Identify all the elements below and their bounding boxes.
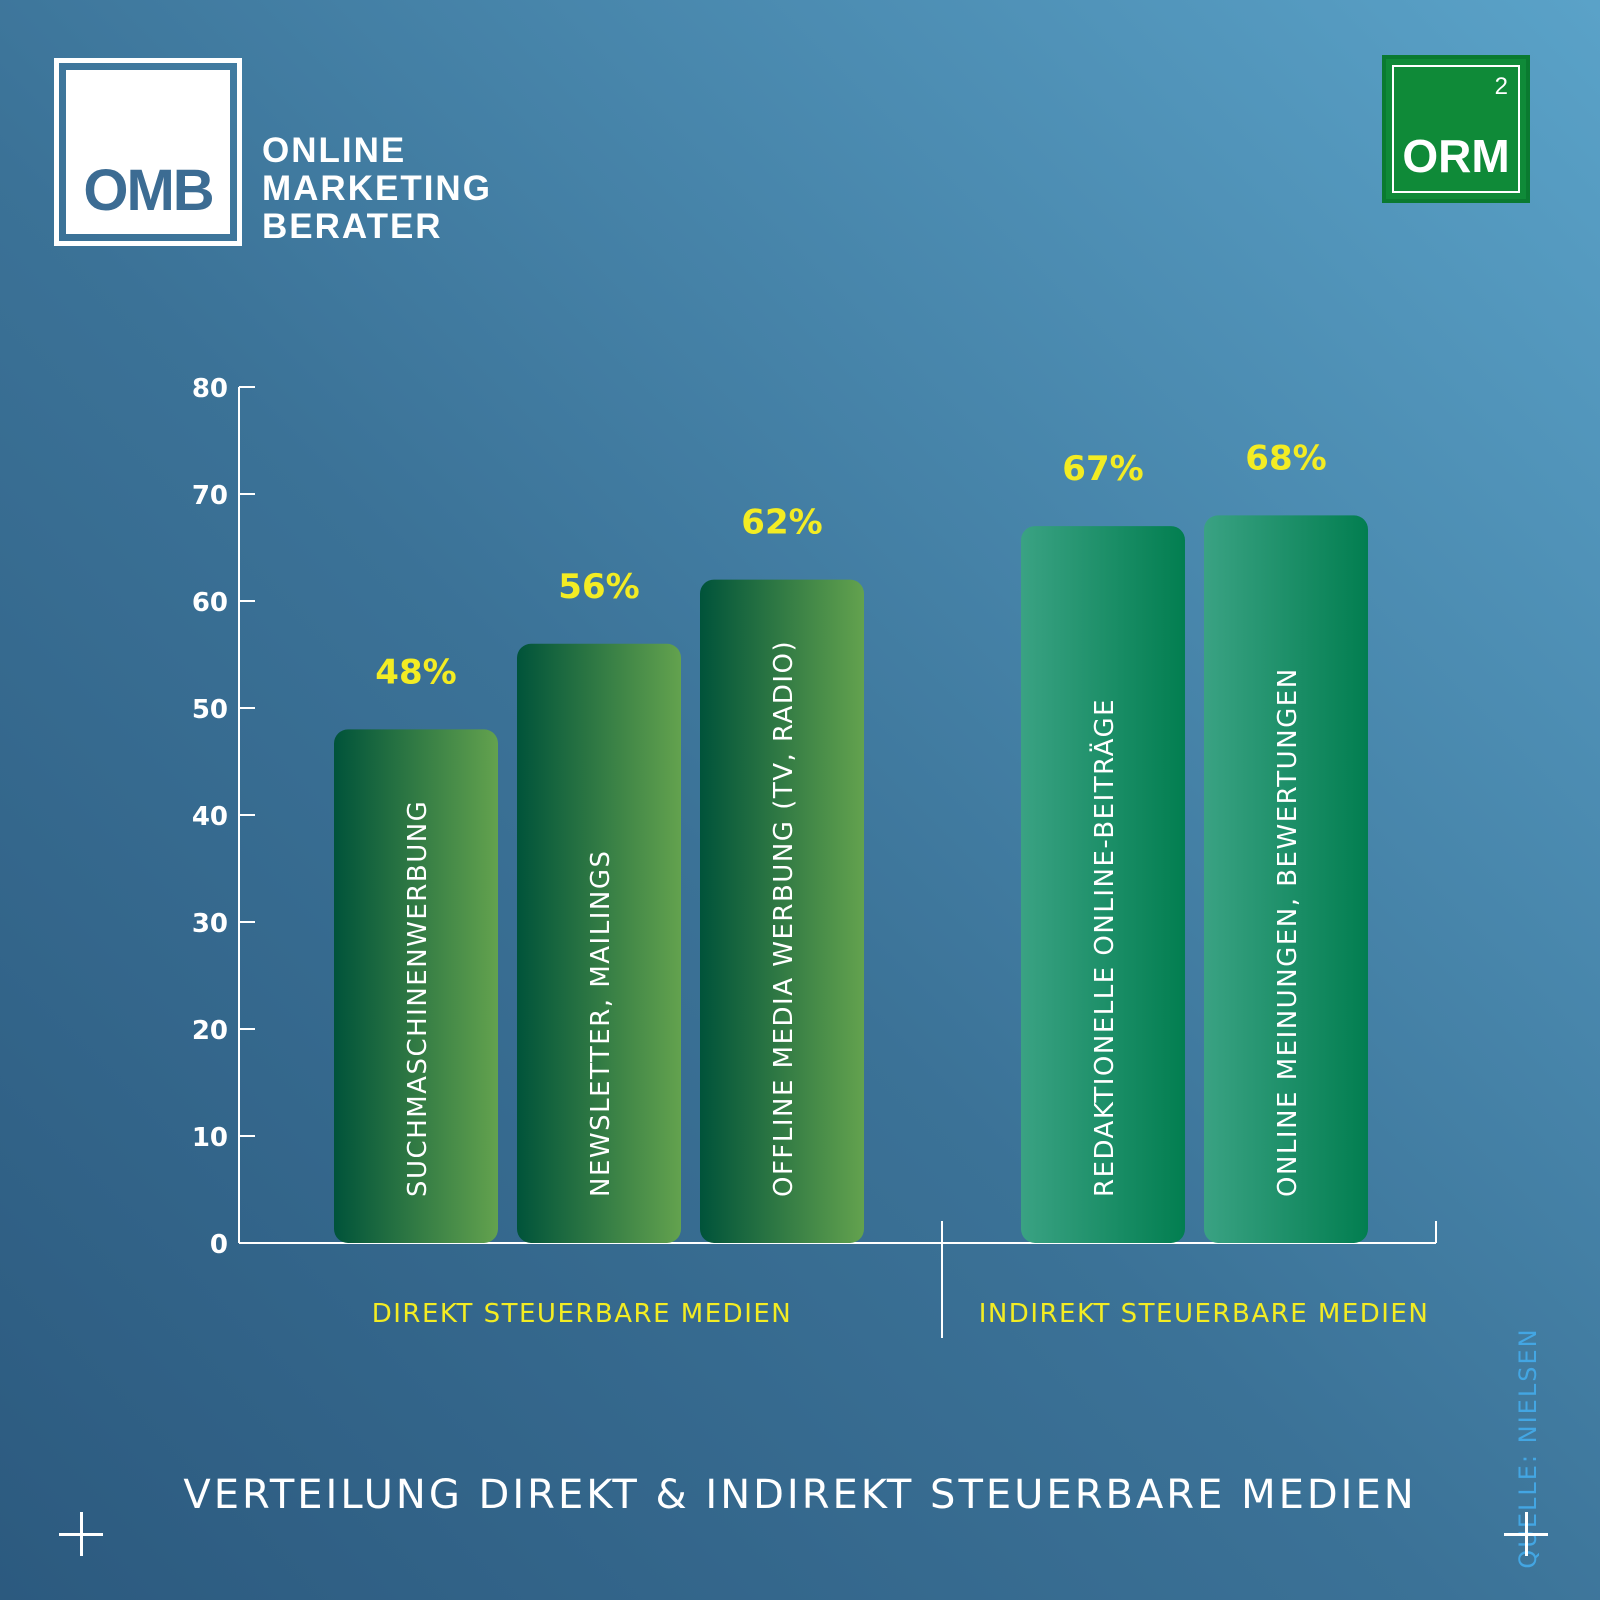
y-tick-label: 50 — [192, 695, 228, 725]
bar — [1204, 515, 1368, 1243]
bar — [700, 579, 864, 1243]
bar-value-label: 48% — [375, 652, 456, 692]
y-tick-label: 70 — [192, 481, 228, 511]
orm-mark: ORM — [1402, 130, 1510, 182]
bar-category-label: SUCHMASCHINENWERBUNG — [403, 800, 433, 1197]
y-tick-label: 60 — [192, 588, 228, 618]
bar-category-label: REDAKTIONELLE ONLINE-BEITRÄGE — [1088, 698, 1120, 1197]
chart-title: VERTEILUNG DIREKT & INDIREKT STEUERBARE … — [183, 1472, 1417, 1518]
bar-category-label: NEWSLETTER, MAILINGS — [586, 850, 616, 1197]
bar — [1021, 526, 1185, 1243]
omb-logo: OMB — [54, 58, 242, 246]
omb-line-2: MARKETING — [262, 169, 492, 208]
y-tick-label: 0 — [210, 1230, 228, 1260]
y-tick-label: 80 — [192, 374, 228, 404]
plus-icon — [1504, 1512, 1548, 1556]
orm-superscript: 2 — [1494, 73, 1508, 100]
plus-icon — [59, 1512, 103, 1556]
y-tick-label: 40 — [192, 802, 228, 832]
bar-value-label: 67% — [1062, 449, 1143, 489]
y-tick-label: 30 — [192, 909, 228, 939]
omb-wordmark: ONLINE MARKETING BERATER — [262, 132, 492, 246]
bar-category-label: OFFLINE MEDIA WERBUNG (TV, RADIO) — [769, 640, 799, 1197]
bar — [517, 643, 681, 1243]
y-tick-label: 20 — [192, 1016, 228, 1046]
bar-value-label: 68% — [1245, 438, 1326, 478]
orm-logo: 2 ORM — [1382, 55, 1530, 203]
group-label: DIREKT STEUERBARE MEDIEN — [372, 1299, 793, 1329]
bar-category-label: ONLINE MEINUNGEN, BEWERTUNGEN — [1273, 667, 1303, 1197]
group-label: INDIREKT STEUERBARE MEDIEN — [979, 1299, 1430, 1329]
bar — [334, 729, 498, 1243]
bar-value-label: 62% — [741, 503, 822, 543]
omb-line-3: BERATER — [262, 207, 443, 246]
omb-line-1: ONLINE — [262, 131, 407, 170]
bar-value-label: 56% — [558, 567, 639, 607]
y-tick-label: 10 — [192, 1123, 228, 1153]
omb-mark: OMB — [83, 158, 214, 223]
